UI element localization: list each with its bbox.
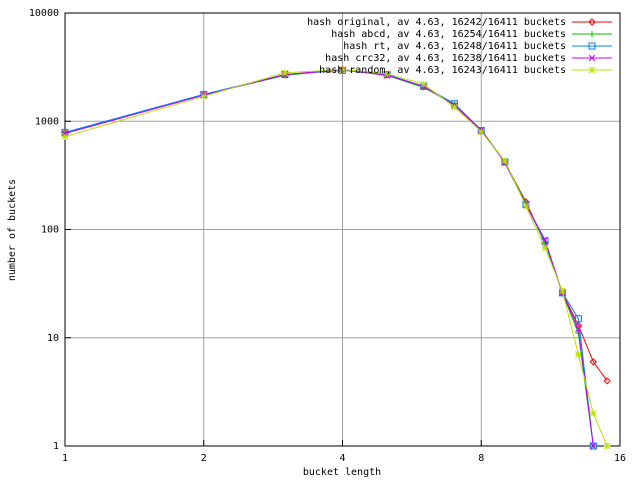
point <box>588 54 596 62</box>
point <box>588 42 596 50</box>
point <box>588 66 596 74</box>
legend-label: hash crc32, av 4.63, 16238/16411 buckets <box>325 53 566 64</box>
y-tick-label: 1000 <box>35 116 59 127</box>
point <box>603 377 611 385</box>
legend-label: hash random, av 4.63, 16243/16411 bucket… <box>319 65 566 76</box>
point <box>522 202 530 210</box>
point <box>589 410 597 417</box>
point <box>339 66 346 74</box>
point <box>451 103 458 111</box>
point <box>574 315 582 323</box>
legend-label: hash original, av 4.63, 16242/16411 buck… <box>307 17 566 28</box>
point <box>589 31 595 37</box>
point <box>200 92 208 100</box>
point <box>501 157 509 165</box>
legend-label: hash rt, av 4.63, 16248/16411 buckets <box>343 41 566 52</box>
point <box>603 442 611 450</box>
point <box>589 442 597 450</box>
x-tick-label: 4 <box>339 453 345 464</box>
x-axis-label: bucket length <box>303 467 381 478</box>
y-tick-label: 10 <box>47 333 59 344</box>
point <box>559 287 566 295</box>
y-tick-label: 100 <box>41 225 59 236</box>
point <box>575 325 582 333</box>
point <box>339 66 346 73</box>
x-tick-label: 8 <box>478 453 484 464</box>
point <box>383 70 391 78</box>
y-axis-label: number of buckets <box>7 179 18 281</box>
y-tick-label: 10000 <box>29 8 59 19</box>
point <box>420 80 428 88</box>
point <box>589 358 597 366</box>
point <box>61 130 69 137</box>
point <box>281 69 289 77</box>
plot-frame <box>64 12 621 447</box>
point <box>575 351 582 358</box>
point <box>588 18 596 26</box>
point <box>61 133 69 141</box>
x-tick-label: 1 <box>62 453 68 464</box>
y-tick-label: 1 <box>53 441 59 452</box>
point <box>589 442 597 450</box>
point <box>200 90 208 98</box>
x-tick-label: 2 <box>201 453 207 464</box>
point <box>383 71 391 79</box>
point <box>541 236 549 244</box>
legend-label: hash abcd, av 4.63, 16254/16411 buckets <box>331 29 566 40</box>
x-tick-label: 16 <box>614 453 626 464</box>
point <box>541 244 549 251</box>
point <box>477 128 485 136</box>
